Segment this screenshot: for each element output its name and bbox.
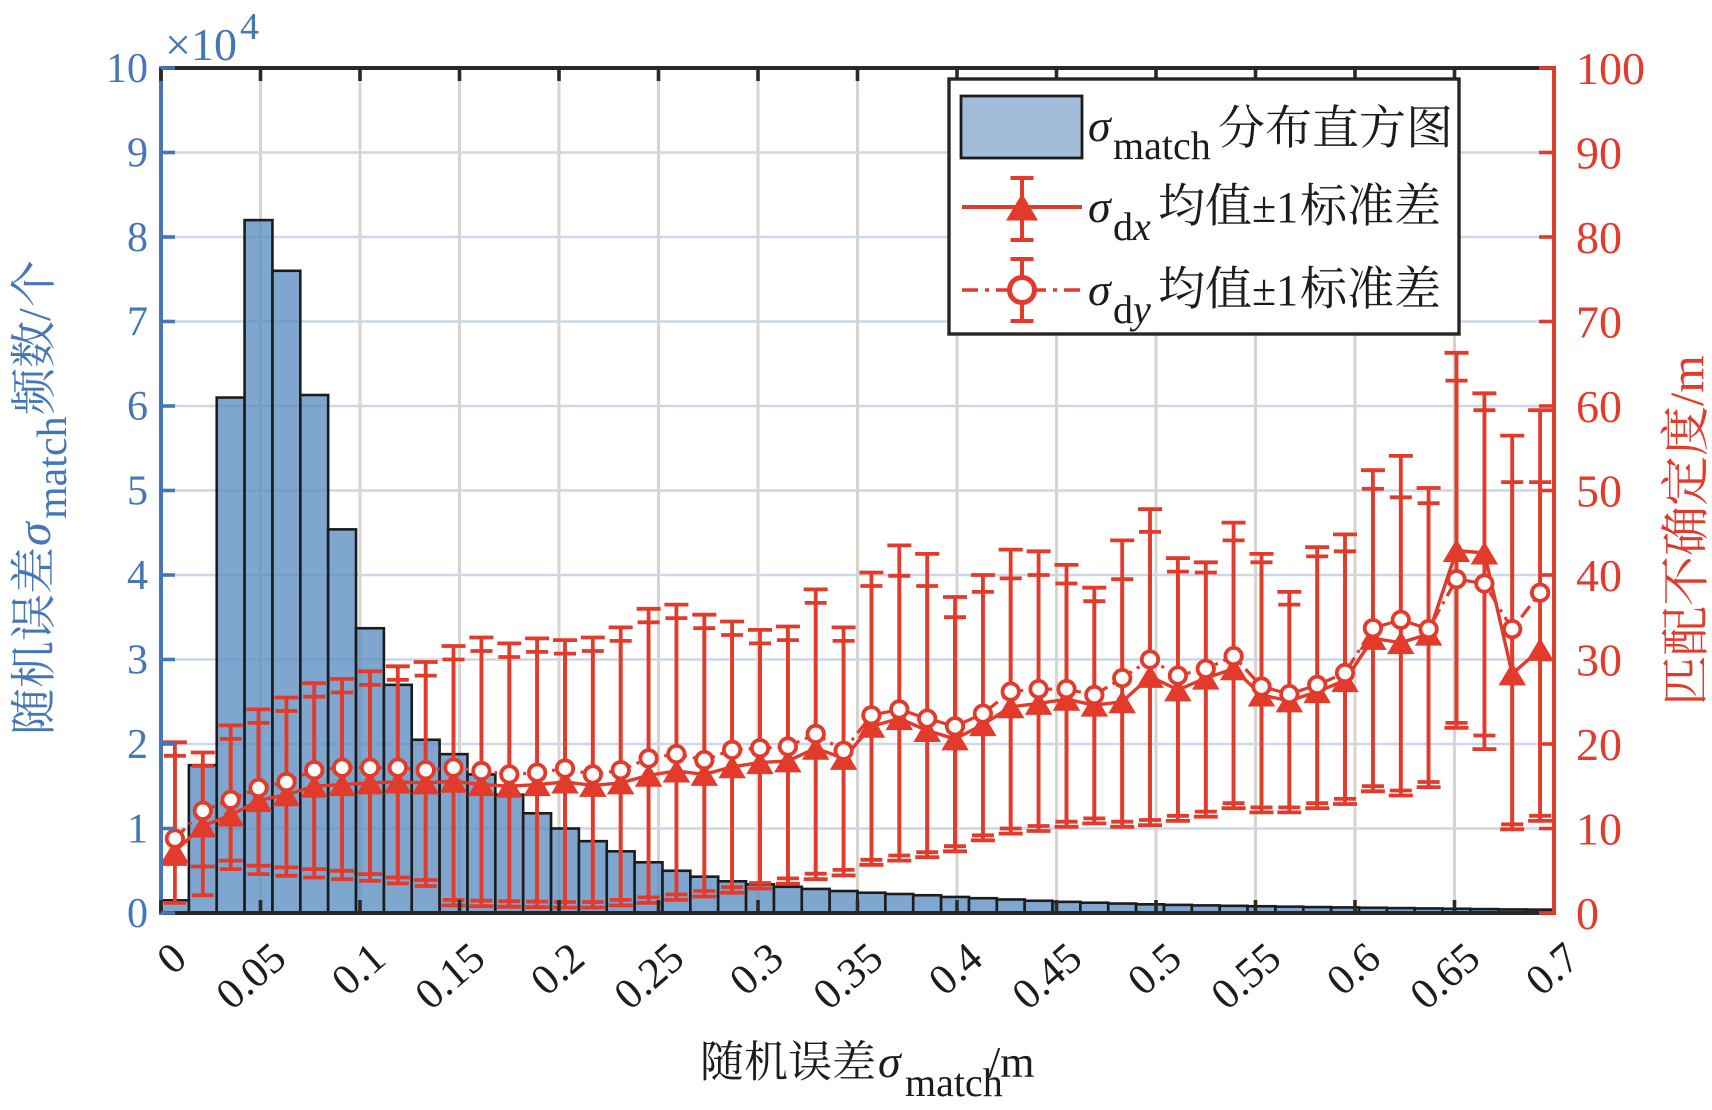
svg-text:8: 8 <box>127 215 148 261</box>
svg-text:9: 9 <box>127 131 148 177</box>
svg-text:d: d <box>1113 204 1133 249</box>
svg-text:7: 7 <box>127 300 148 346</box>
svg-text:90: 90 <box>1576 128 1622 179</box>
svg-text:match: match <box>1113 123 1211 168</box>
svg-text:σ: σ <box>1088 100 1113 151</box>
svg-text:/m: /m <box>1661 355 1712 406</box>
svg-text:/m: /m <box>988 1038 1034 1087</box>
svg-text:match: match <box>905 1060 1003 1105</box>
svg-text:±1: ±1 <box>1252 183 1298 232</box>
svg-text:100: 100 <box>1576 43 1645 94</box>
svg-text:/: / <box>9 308 60 321</box>
svg-text:6: 6 <box>127 384 148 430</box>
svg-text:10: 10 <box>106 46 148 92</box>
svg-text:4: 4 <box>240 6 259 48</box>
svg-text:σ: σ <box>1088 181 1113 232</box>
svg-text:2: 2 <box>127 722 148 768</box>
svg-text:40: 40 <box>1576 550 1622 601</box>
svg-text:x: x <box>1132 204 1151 249</box>
svg-text:10: 10 <box>1576 804 1622 855</box>
svg-text:5: 5 <box>127 469 148 515</box>
svg-text:match: match <box>30 416 76 519</box>
svg-text:80: 80 <box>1576 212 1622 263</box>
svg-text:1: 1 <box>127 807 148 853</box>
svg-text:20: 20 <box>1576 719 1622 770</box>
svg-text:0: 0 <box>1576 888 1599 939</box>
svg-text:±1: ±1 <box>1252 266 1298 315</box>
svg-text:4: 4 <box>127 553 148 599</box>
svg-text:70: 70 <box>1576 297 1622 348</box>
svg-text:σ: σ <box>1088 264 1113 315</box>
svg-text:σ: σ <box>878 1036 903 1087</box>
svg-text:30: 30 <box>1576 635 1622 686</box>
svg-text:σ: σ <box>8 520 61 546</box>
svg-text:50: 50 <box>1576 466 1622 517</box>
svg-text:y: y <box>1129 287 1151 332</box>
svg-text:60: 60 <box>1576 381 1622 432</box>
svg-text:×10: ×10 <box>165 19 237 70</box>
svg-text:0: 0 <box>127 891 148 937</box>
svg-text:d: d <box>1113 287 1133 332</box>
svg-text:3: 3 <box>127 638 148 684</box>
